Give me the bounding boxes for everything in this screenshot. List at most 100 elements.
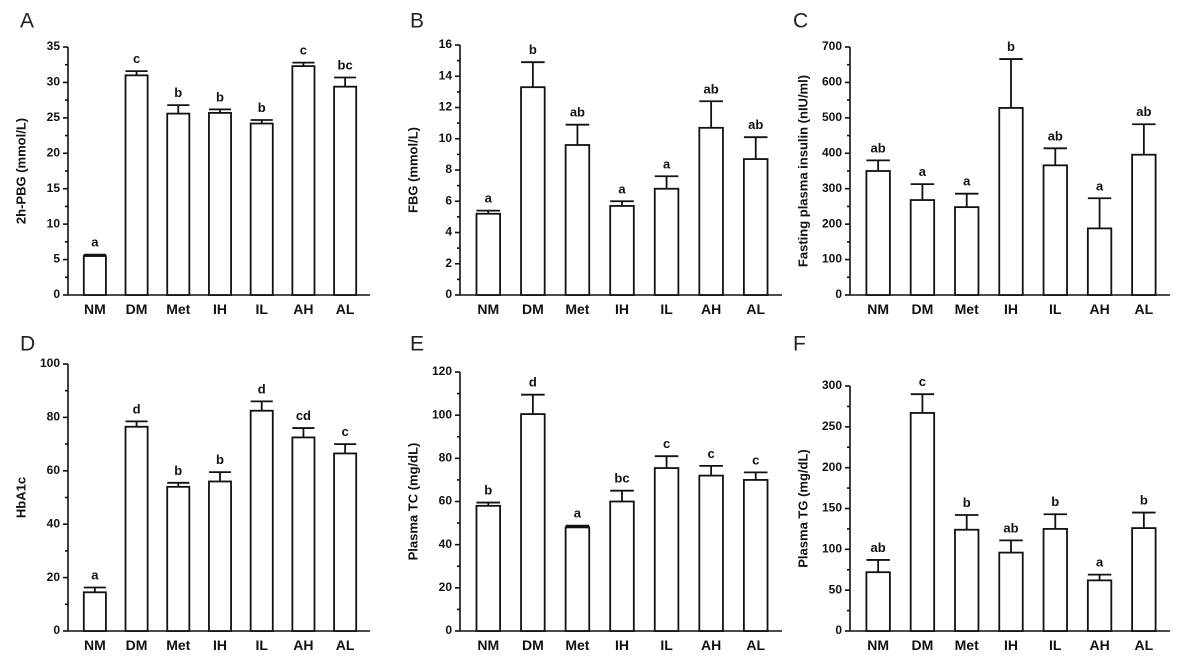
- bar-ah: [291, 436, 316, 632]
- y-axis-label: HbA1c: [13, 477, 28, 518]
- significance-label: ab: [704, 81, 719, 96]
- y-tick-label: 20: [47, 145, 61, 159]
- significance-label: cd: [296, 408, 311, 423]
- y-axis-label: Plasma TG (mg/dL): [795, 449, 810, 567]
- x-tick-label: Met: [955, 301, 979, 317]
- x-tick-label: Met: [955, 637, 979, 653]
- significance-label: c: [133, 51, 140, 66]
- x-tick-label: NM: [84, 637, 106, 653]
- y-tick-label: 60: [47, 463, 61, 477]
- x-tick-label: DM: [126, 637, 148, 653]
- y-tick-label: 300: [822, 181, 842, 195]
- y-tick-label: 6: [445, 193, 452, 207]
- significance-label: b: [174, 463, 182, 478]
- bar-al: [333, 85, 358, 296]
- y-tick-label: 35: [47, 39, 61, 53]
- bar-ah: [698, 126, 724, 296]
- y-tick-label: 600: [822, 75, 842, 89]
- bar-ah: [1086, 227, 1113, 296]
- significance-label: a: [574, 506, 582, 521]
- bar-nm: [82, 591, 107, 632]
- bar-met: [166, 485, 191, 632]
- y-tick-label: 0: [53, 623, 60, 637]
- y-tick-label: 15: [47, 181, 61, 195]
- x-tick-label: AH: [1089, 301, 1109, 317]
- bar-al: [1131, 527, 1157, 632]
- significance-label: c: [663, 436, 670, 451]
- y-tick-label: 0: [835, 623, 842, 637]
- significance-label: b: [216, 452, 224, 467]
- x-tick-label: AH: [293, 637, 313, 653]
- significance-label: ab: [1136, 104, 1151, 119]
- bar-ah: [698, 474, 724, 632]
- bar-ih: [609, 205, 635, 296]
- panel-letter: F: [793, 333, 806, 356]
- significance-label: d: [529, 375, 537, 390]
- y-tick-label: 500: [822, 110, 842, 124]
- chart-panel-a: A 0 5 10 15 20 25 30 35 2h-PBG (mmol/L) a NM c DM b Met…: [13, 10, 370, 317]
- y-tick-label: 12: [439, 100, 453, 114]
- panel-letter: D: [20, 333, 35, 356]
- x-tick-label: Met: [565, 637, 589, 653]
- chart-panel-e: E 0 20 40 60 80 100 120 Plasma TC (mg/dL) b NM d DM a…: [405, 333, 782, 653]
- x-tick-label: IH: [1004, 301, 1018, 317]
- y-tick-label: 400: [822, 145, 842, 159]
- x-tick-label: AH: [701, 637, 721, 653]
- y-tick-label: 10: [47, 216, 61, 230]
- significance-label: b: [529, 42, 537, 57]
- significance-label: ab: [1003, 520, 1018, 535]
- significance-label: b: [1140, 493, 1148, 508]
- significance-label: c: [342, 424, 349, 439]
- y-tick-label: 4: [445, 225, 452, 239]
- panel-letter: E: [410, 333, 424, 356]
- bar-met: [564, 144, 591, 296]
- bar-il: [653, 187, 680, 296]
- significance-label: a: [663, 156, 671, 171]
- bar-il: [1042, 164, 1068, 296]
- x-tick-label: AH: [293, 301, 313, 317]
- bar-nm: [865, 571, 891, 632]
- y-tick-label: 20: [439, 580, 453, 594]
- y-tick-label: 250: [822, 419, 842, 433]
- bar-al: [1131, 153, 1157, 296]
- bar-dm: [124, 74, 149, 296]
- x-tick-label: IH: [615, 637, 629, 653]
- y-axis-label: Fasting plasma insulin (nIU/ml): [795, 75, 810, 267]
- x-tick-label: IL: [660, 637, 673, 653]
- y-tick-label: 0: [445, 623, 452, 637]
- x-tick-label: AL: [336, 637, 355, 653]
- bar-ih: [998, 107, 1024, 296]
- x-tick-label: IH: [213, 301, 227, 317]
- y-tick-label: 100: [822, 542, 842, 556]
- y-tick-label: 200: [822, 216, 842, 230]
- y-tick-label: 60: [439, 494, 453, 508]
- significance-label: a: [485, 191, 493, 206]
- y-tick-label: 16: [439, 37, 453, 51]
- x-tick-label: NM: [84, 301, 106, 317]
- y-axis-label: Plasma TC (mg/dL): [405, 443, 420, 561]
- significance-label: a: [963, 174, 971, 189]
- x-tick-label: Met: [166, 637, 190, 653]
- y-tick-label: 8: [445, 162, 452, 176]
- significance-label: ab: [748, 117, 763, 132]
- x-tick-label: AL: [1135, 301, 1154, 317]
- y-tick-label: 50: [829, 582, 843, 596]
- bar-ih: [609, 500, 635, 632]
- y-tick-label: 2: [445, 256, 452, 270]
- bar-al: [333, 452, 358, 632]
- y-tick-label: 120: [432, 364, 452, 378]
- significance-label: d: [258, 381, 266, 396]
- y-tick-label: 40: [439, 537, 453, 551]
- significance-label: b: [963, 495, 971, 510]
- significance-label: ab: [570, 105, 585, 120]
- y-tick-label: 5: [53, 252, 60, 266]
- y-tick-label: 10: [439, 131, 453, 145]
- bar-al: [743, 158, 769, 296]
- x-tick-label: AH: [701, 301, 721, 317]
- y-tick-label: 0: [53, 287, 60, 301]
- x-tick-label: NM: [867, 637, 889, 653]
- y-axis-label: 2h-PBG (mmol/L): [13, 118, 28, 224]
- panel-letter: B: [410, 10, 424, 33]
- chart-panel-c: C 0 100 200 300 400 500 600 700 Fasting plasma in…: [793, 10, 1170, 317]
